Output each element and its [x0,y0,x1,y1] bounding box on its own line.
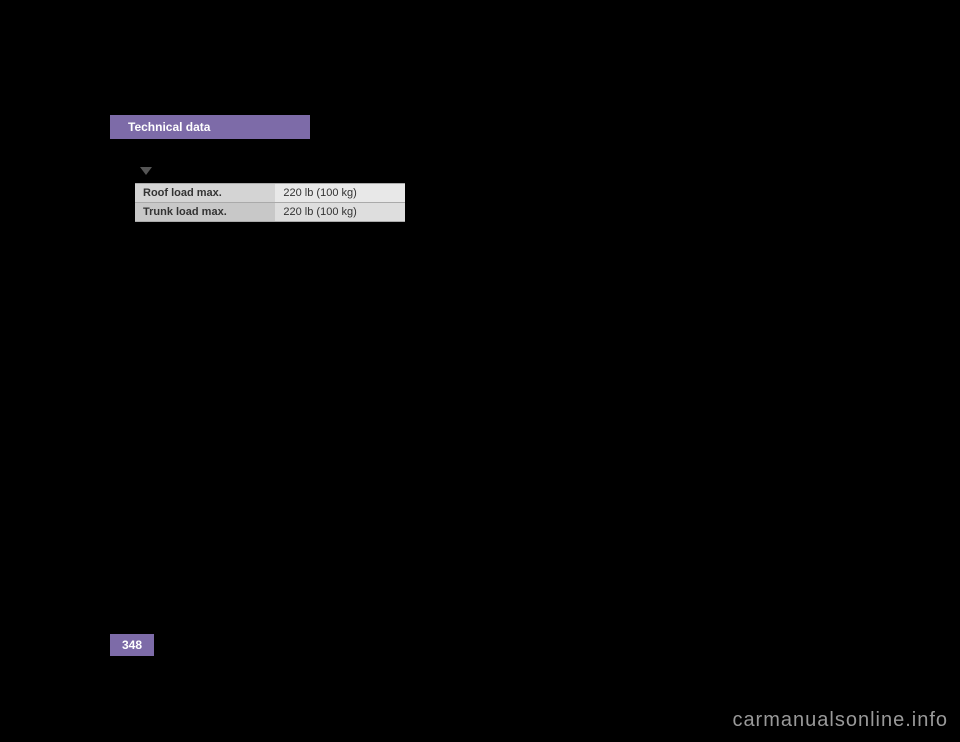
roof-load-value: 220 lb (100 kg) [275,184,405,203]
trunk-load-label: Trunk load max. [135,203,275,222]
load-data-table: Roof load max. 220 lb (100 kg) Trunk loa… [135,183,405,222]
table-row: Roof load max. 220 lb (100 kg) [135,184,405,203]
section-header: Technical data [110,115,310,139]
table-row: Trunk load max. 220 lb (100 kg) [135,203,405,222]
trunk-load-value: 220 lb (100 kg) [275,203,405,222]
roof-load-label: Roof load max. [135,184,275,203]
arrow-down-icon [140,167,152,175]
watermark: carmanualsonline.info [732,709,948,732]
page-number: 348 [110,634,154,656]
